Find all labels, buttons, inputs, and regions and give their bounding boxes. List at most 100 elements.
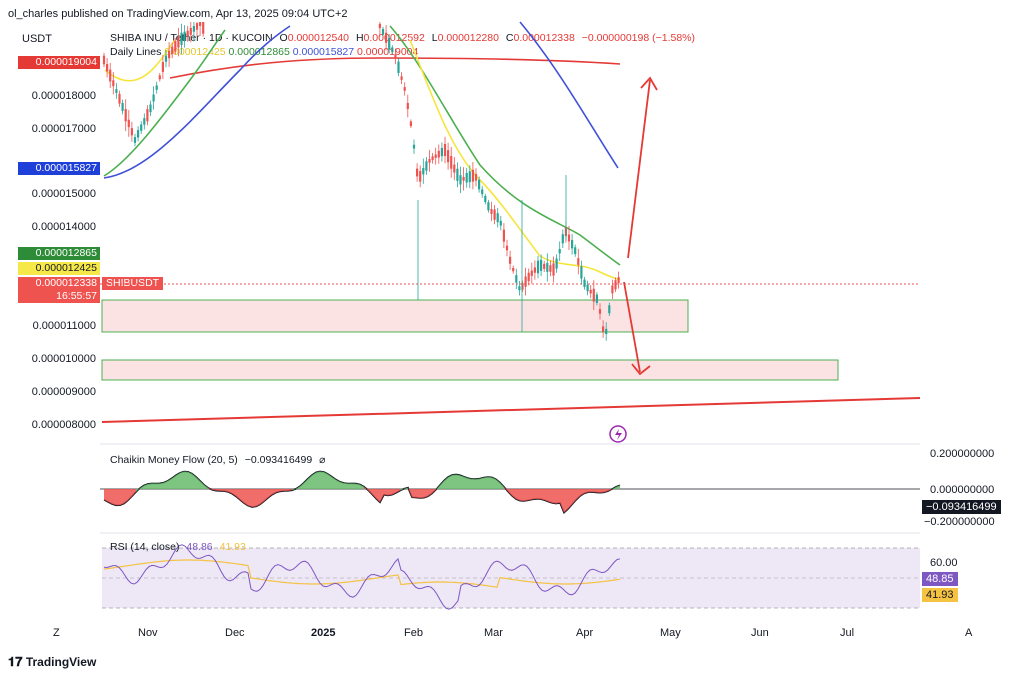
- cmf-area: [584, 489, 588, 494]
- time-label: Feb: [404, 627, 423, 639]
- forecast-arrow-up-head: [640, 76, 658, 91]
- cmf-tick: −0.200000000: [924, 516, 995, 528]
- candle-body: [403, 87, 406, 91]
- cmf-area: [376, 489, 380, 503]
- cmf-area: [156, 483, 160, 489]
- cmf-area: [208, 487, 212, 490]
- cmf-area: [172, 475, 176, 489]
- cmf-area: [412, 489, 416, 498]
- candle-body: [443, 144, 447, 156]
- currency-label: USDT: [22, 33, 52, 45]
- candle-body: [168, 50, 171, 59]
- cmf-area: [408, 487, 412, 498]
- cmf-area: [420, 489, 424, 498]
- cmf-area: [360, 484, 364, 489]
- cmf-area: [216, 489, 220, 491]
- lightning-icon-bolt: [615, 429, 622, 440]
- cmf-area: [328, 474, 332, 489]
- time-label: Jul: [840, 627, 855, 639]
- candle-body: [471, 169, 474, 182]
- candle-body: [512, 267, 515, 272]
- cmf-legend-value: −0.093416499: [244, 454, 313, 466]
- candle-body: [521, 282, 524, 290]
- cmf-legend[interactable]: Chaikin Money Flow (20, 5) −0.093416499 …: [110, 454, 325, 466]
- price-tick: 0.000010000: [31, 353, 96, 365]
- cmf-area: [332, 476, 336, 489]
- candle-body: [474, 173, 478, 181]
- candle-body: [195, 23, 199, 30]
- candle-body: [602, 326, 605, 332]
- candle-body: [391, 47, 394, 53]
- tradingview-logo[interactable]: 𝟏𝟕 TradingView: [8, 654, 96, 670]
- cmf-area: [552, 489, 556, 504]
- zoom-reset-z[interactable]: Z: [53, 627, 60, 639]
- candle-body: [574, 247, 577, 255]
- candle-body: [130, 128, 133, 136]
- cmf-area: [600, 489, 604, 493]
- cmf-area: [228, 489, 232, 494]
- cmf-area: [320, 471, 324, 489]
- candle-body: [171, 46, 174, 55]
- candle-body: [137, 130, 140, 138]
- rsi-legend[interactable]: RSI (14, close) 48.86 41.93: [110, 541, 246, 553]
- candle-body: [422, 167, 425, 175]
- rsi-value-tag: 48.85: [922, 572, 958, 586]
- auto-scale-a[interactable]: A: [965, 627, 973, 639]
- candle-body: [143, 118, 146, 125]
- candle-body: [406, 103, 409, 109]
- change-value: −0.000000198 (−1.58%): [581, 32, 695, 44]
- cmf-area: [512, 489, 516, 499]
- cmf-area: [256, 489, 260, 507]
- cmf-area: [240, 489, 244, 504]
- cmf-area: [592, 489, 596, 493]
- candle-body: [496, 213, 499, 223]
- daily-line-value-1: 0.000012425: [164, 46, 226, 58]
- cmf-area: [388, 489, 392, 496]
- cmf-area: [160, 482, 164, 489]
- candle-body: [450, 156, 453, 169]
- cmf-area: [496, 479, 500, 489]
- support-zone-lower: [101, 359, 839, 381]
- candle-body: [149, 104, 152, 113]
- cmf-area: [480, 477, 484, 489]
- price-tick: 0.000011000: [32, 320, 96, 332]
- candle-body: [484, 195, 487, 203]
- cmf-area: [164, 480, 168, 489]
- candle-body: [549, 265, 552, 272]
- candle-body: [558, 249, 561, 254]
- candle-body: [462, 176, 465, 181]
- cmf-area: [500, 482, 504, 489]
- cmf-area: [336, 479, 340, 489]
- candle-body: [440, 147, 443, 157]
- low-value: 0.000012280: [437, 32, 499, 44]
- candle-body: [515, 275, 518, 283]
- cmf-label: Chaikin Money Flow (20, 5): [110, 454, 238, 466]
- cmf-area: [260, 489, 264, 505]
- open-value: 0.000012540: [287, 32, 350, 44]
- time-label: Mar: [484, 627, 503, 639]
- candle-body: [617, 277, 620, 284]
- cmf-area: [464, 476, 468, 489]
- cmf-area: [568, 489, 572, 509]
- cmf-area: [288, 489, 292, 491]
- cmf-area: [340, 481, 344, 489]
- price-tick: 0.000017000: [31, 123, 96, 135]
- cmf-area: [116, 489, 120, 506]
- daily-lines-legend[interactable]: Daily Lines 0.000012425 0.000012865 0.00…: [110, 46, 418, 58]
- cmf-area: [152, 483, 156, 489]
- symbol-legend[interactable]: SHIBA INU / Tether · 1D · KUCOIN O0.0000…: [110, 32, 695, 44]
- candle-body: [199, 22, 202, 26]
- cmf-area: [188, 471, 192, 489]
- candle-body: [487, 202, 490, 211]
- candle-body: [614, 280, 617, 290]
- price-tick: 0.000018000: [31, 90, 96, 102]
- cmf-area: [104, 489, 108, 502]
- candle-body: [481, 189, 484, 195]
- candle-body: [589, 289, 592, 294]
- candle-body: [505, 245, 509, 251]
- cmf-area: [556, 489, 560, 504]
- candle-body: [499, 220, 502, 226]
- candle-body: [540, 259, 543, 271]
- hide-icon[interactable]: ⌀: [319, 454, 326, 466]
